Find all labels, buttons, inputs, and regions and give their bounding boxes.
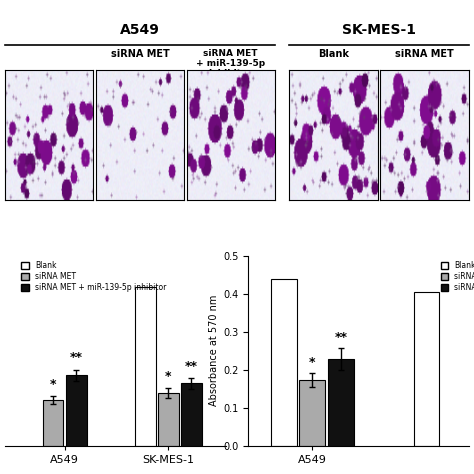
Bar: [181, 383, 202, 446]
Text: **: **: [334, 331, 347, 344]
Bar: [158, 393, 179, 446]
Bar: [66, 375, 87, 446]
Text: *: *: [309, 356, 316, 369]
Text: SK-MES-1: SK-MES-1: [342, 23, 416, 37]
Y-axis label: Absorbance at 570 nm: Absorbance at 570 nm: [209, 295, 219, 406]
Bar: [271, 279, 297, 446]
Bar: [300, 380, 325, 446]
Legend: Blank, siRNA MET, siRNA MET + miR-139-5p inhibitor: Blank, siRNA MET, siRNA MET + miR-139-5p…: [19, 259, 168, 293]
Text: siRNA MET: siRNA MET: [395, 48, 454, 59]
Text: Blank: Blank: [319, 48, 349, 59]
Bar: [43, 400, 64, 446]
Text: A549: A549: [120, 23, 160, 37]
Bar: [135, 287, 155, 446]
Text: siRNA MET: siRNA MET: [110, 48, 169, 59]
Text: *: *: [165, 370, 172, 383]
Bar: [328, 359, 354, 446]
Text: siRNA MET
+ miR-139-5p
inhibitor: siRNA MET + miR-139-5p inhibitor: [196, 48, 265, 78]
Bar: [414, 292, 439, 446]
Text: *: *: [50, 378, 56, 391]
Legend: Blank, siRNA MET, siRNA MET + miR-139-: Blank, siRNA MET, siRNA MET + miR-139-: [439, 259, 474, 293]
Text: **: **: [70, 352, 82, 365]
Text: **: **: [185, 359, 198, 373]
